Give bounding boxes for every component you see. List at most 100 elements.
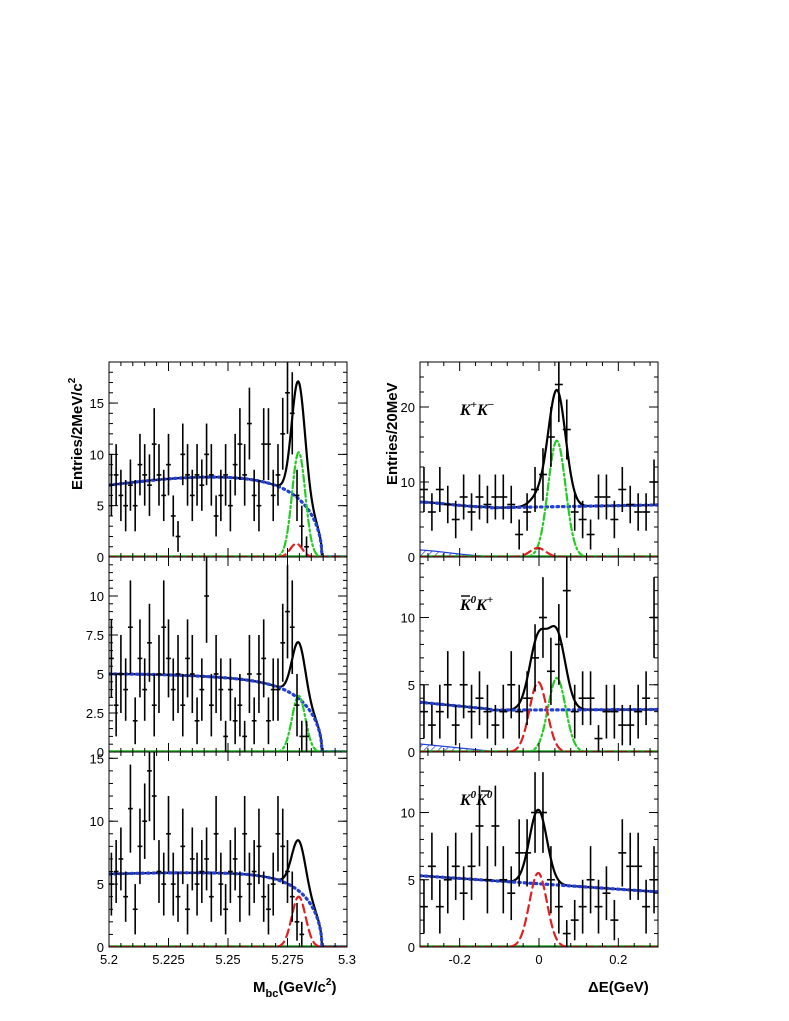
background-curve [109, 871, 347, 947]
data-point [531, 467, 539, 512]
data-point [223, 720, 228, 752]
data-point [185, 884, 190, 935]
data-point [204, 827, 209, 891]
y-tick-label: 20 [401, 400, 415, 415]
data-point [204, 557, 209, 643]
data-point [132, 480, 138, 532]
data-point [594, 879, 603, 934]
data-point [523, 493, 532, 531]
plot-area [420, 557, 658, 752]
y-tick-label: 10 [90, 589, 104, 604]
data-point [161, 580, 167, 674]
data-point [626, 832, 635, 900]
data-point [194, 444, 200, 506]
data-point [618, 467, 627, 512]
data-point [280, 603, 286, 682]
data-point [459, 866, 468, 921]
data-point [223, 444, 228, 506]
data-point [546, 637, 555, 705]
data-point [570, 684, 579, 739]
data-point [634, 684, 643, 739]
data-point [546, 846, 555, 914]
data-point [443, 846, 452, 914]
data-point [151, 752, 157, 841]
data-point [128, 459, 133, 511]
y-tick-label: 15 [90, 396, 104, 411]
data-point [499, 846, 508, 914]
data-point [289, 372, 295, 455]
data-point [118, 827, 124, 891]
data-point [491, 474, 500, 520]
data-point [507, 485, 516, 524]
channel-label-part: K [476, 402, 489, 419]
data-point [199, 658, 205, 721]
data-point [270, 658, 276, 721]
data-point [194, 697, 200, 745]
panel-3: 0 5 10 15 5.2 5.225 5.25 5.275 5.3 [90, 751, 357, 967]
data-point [123, 871, 129, 922]
data-point [113, 674, 119, 737]
data-point [137, 433, 143, 496]
data-point [289, 871, 295, 922]
plot-area [109, 557, 347, 752]
channel-label-part: K [475, 792, 488, 809]
data-point [237, 408, 243, 481]
plot-area [109, 752, 347, 947]
data-point [175, 871, 181, 922]
peaking-curve [420, 680, 658, 752]
channel-label-part: K [475, 597, 488, 614]
data-point [626, 485, 635, 524]
channel-label-part: − [488, 399, 495, 411]
data-point [161, 852, 167, 916]
data-point [213, 495, 219, 537]
y-tick-label: 5 [408, 678, 415, 693]
data-point [208, 871, 214, 922]
data-point [294, 902, 300, 941]
data-point [554, 604, 563, 685]
data-point [166, 796, 171, 872]
data-point [218, 658, 224, 721]
data-point [531, 772, 539, 853]
data-point [586, 671, 595, 726]
data-point [483, 485, 492, 524]
data-point [570, 493, 579, 531]
data-point [435, 684, 444, 739]
left-xlabel-close: ) [331, 979, 336, 996]
data-point [270, 852, 276, 916]
right-xlabel: ΔE(GeV) [588, 979, 649, 996]
left-ylabel: Entries/2MeV/c2 [67, 377, 86, 490]
data-point [247, 635, 252, 713]
data-point [189, 469, 195, 522]
y-tick-label: 5 [97, 499, 104, 514]
data-point [137, 619, 143, 698]
data-point [451, 704, 460, 746]
data-point [175, 521, 181, 552]
data-point [443, 485, 452, 524]
data-point [546, 407, 555, 467]
data-point [132, 697, 138, 745]
data-point [113, 444, 119, 506]
left-ylabel-sup: 2 [67, 377, 78, 383]
data-point [475, 785, 484, 867]
data-point [294, 469, 300, 522]
data-point [499, 474, 508, 520]
channel-label-part: 0 [471, 789, 477, 801]
signal-curve [420, 439, 658, 557]
background-curve [420, 874, 658, 894]
data-point [208, 444, 214, 506]
channel-label: K+K− [459, 399, 494, 419]
data-point [213, 796, 219, 872]
data-point [261, 408, 267, 481]
data-point [266, 884, 271, 935]
data-point [142, 444, 148, 506]
peaking-curve [420, 871, 658, 947]
data-point [180, 423, 186, 486]
data-point [435, 879, 444, 934]
data-point [634, 832, 643, 900]
data-point [602, 684, 611, 739]
data-point [483, 684, 492, 739]
data-point [118, 635, 124, 713]
